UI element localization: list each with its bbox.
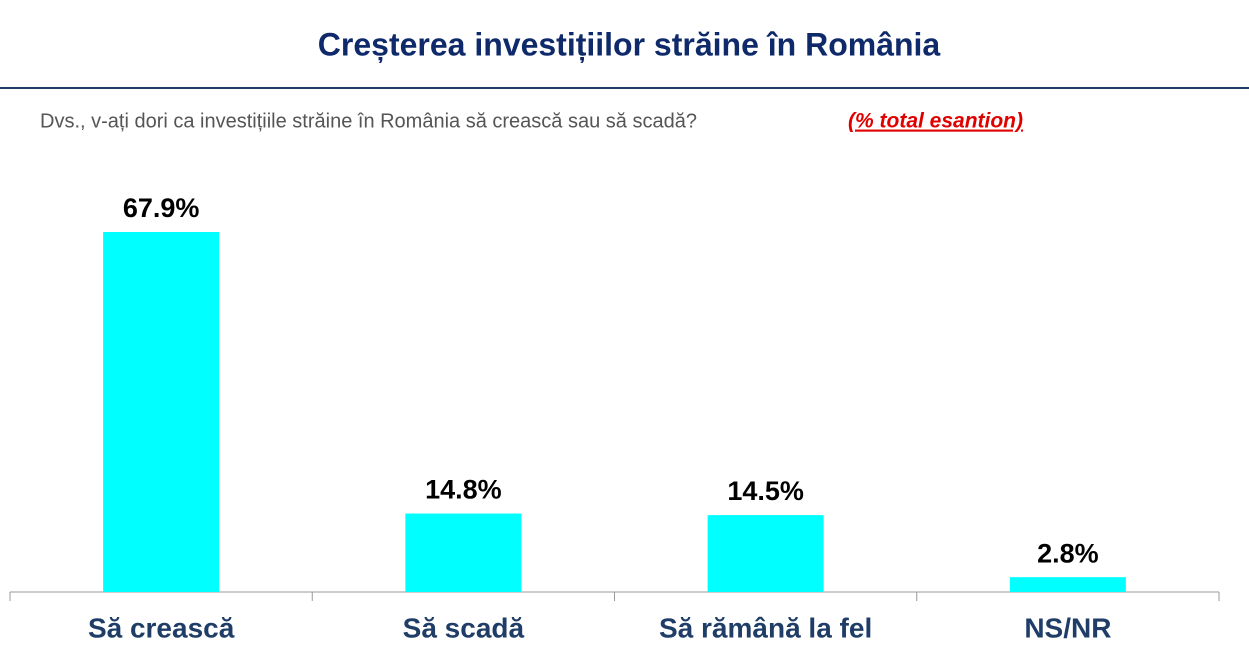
- value-label: 67.9%: [123, 193, 200, 223]
- chart-title: Creșterea investițiilor străine în Român…: [318, 26, 941, 62]
- x-tick-label: NS/NR: [1024, 612, 1111, 643]
- bar: [707, 515, 824, 592]
- value-label: 2.8%: [1037, 538, 1099, 568]
- bar: [1009, 577, 1126, 592]
- chart-note: (% total esantion): [848, 110, 1023, 133]
- value-label: 14.5%: [727, 476, 804, 506]
- x-tick-label: Să rămână la fel: [659, 612, 872, 643]
- value-label: 14.8%: [425, 475, 502, 505]
- chart-subtitle: Dvs., v-ați dori ca investițiile străine…: [40, 110, 697, 132]
- x-tick-label: Să crească: [88, 612, 235, 643]
- bar: [405, 513, 522, 592]
- bar: [103, 232, 220, 592]
- x-tick-label: Să scadă: [403, 612, 525, 643]
